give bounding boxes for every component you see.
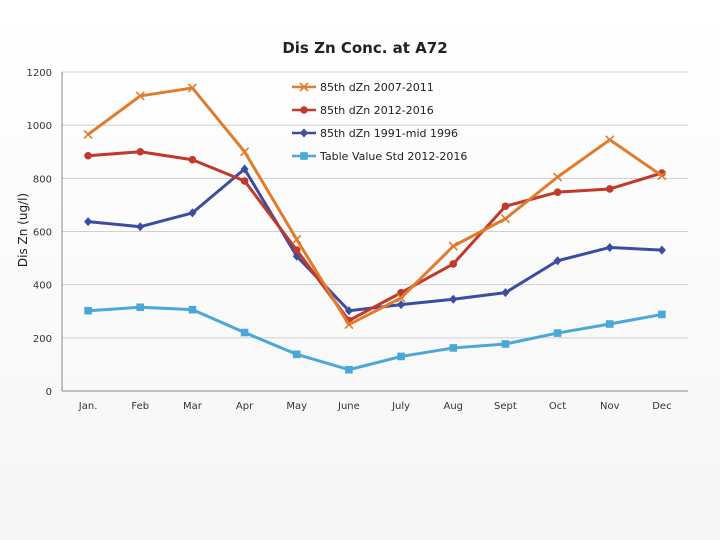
series-line — [87, 305, 663, 372]
x-tick-label: Oct — [549, 401, 566, 412]
data-point — [292, 234, 302, 245]
data-point — [292, 350, 301, 359]
data-point — [187, 83, 197, 93]
y-tick-label: 200 — [33, 334, 52, 345]
data-point — [344, 306, 353, 316]
data-point — [136, 303, 145, 312]
legend-item-4: Table Value Std 2012-2016 — [292, 150, 467, 163]
series-line — [87, 86, 663, 327]
data-point — [657, 171, 667, 181]
data-point — [501, 288, 510, 298]
data-point — [501, 340, 510, 348]
chart-title: Dis Zn Conc. at A72 — [282, 39, 447, 57]
data-point — [345, 365, 353, 374]
data-point — [553, 188, 562, 196]
data-point — [83, 129, 93, 140]
x-tick-label: Jan. — [78, 401, 98, 412]
data-point — [300, 152, 308, 160]
x-tick-label: July — [391, 401, 410, 412]
data-point — [605, 185, 614, 193]
data-point — [605, 242, 614, 252]
data-point — [344, 319, 354, 330]
y-tick-label: 1000 — [27, 121, 52, 132]
data-point — [657, 245, 666, 255]
series-4 — [84, 303, 666, 374]
x-tick-label: Apr — [236, 401, 254, 412]
data-point — [188, 305, 197, 314]
data-point — [84, 217, 93, 227]
data-point — [240, 147, 250, 157]
series-lines — [83, 83, 667, 374]
legend-item-1: 85th dZn 2007-2011 — [292, 81, 434, 94]
data-point — [553, 256, 562, 266]
x-tick-label: Nov — [600, 401, 620, 412]
series-line — [87, 150, 663, 323]
series-3 — [84, 164, 666, 316]
y-axis-label: Dis Zn (ug/l) — [16, 193, 30, 267]
data-point — [240, 328, 249, 337]
data-point — [240, 164, 249, 174]
y-tick-label: 400 — [33, 281, 52, 292]
x-tick-label: Feb — [131, 401, 149, 412]
y-tick-label: 0 — [46, 387, 52, 398]
data-point — [240, 177, 249, 185]
x-tick-label: Aug — [443, 401, 463, 412]
data-point — [300, 128, 308, 138]
x-tick-label: Sept — [494, 401, 517, 412]
x-tick-label: Dec — [652, 401, 671, 412]
data-point — [449, 344, 458, 352]
legend-item-2: 85th dZn 2012-2016 — [292, 104, 434, 117]
data-point — [136, 147, 145, 156]
data-point — [449, 260, 458, 268]
data-point — [553, 172, 563, 182]
data-point — [188, 155, 197, 164]
legend-label: 85th dZn 1991-mid 1996 — [320, 127, 458, 140]
legend: 85th dZn 2007-2011 85th dZn 2012-2016 85th… — [292, 81, 467, 163]
data-point — [605, 320, 614, 328]
data-point — [299, 82, 309, 92]
data-point — [136, 222, 145, 232]
legend-label: 85th dZn 2007-2011 — [320, 81, 434, 94]
legend-item-3: 85th dZn 1991-mid 1996 — [292, 127, 458, 140]
data-point — [84, 306, 92, 315]
data-point — [397, 300, 406, 310]
x-tick-label: May — [286, 401, 307, 412]
legend-label: Table Value Std 2012-2016 — [319, 150, 467, 163]
data-point — [84, 151, 92, 160]
x-tick-label: June — [337, 401, 360, 412]
y-tick-label: 600 — [33, 228, 52, 239]
data-point — [135, 91, 145, 101]
data-point — [448, 241, 458, 251]
y-tick-labels: 0 200 400 600 800 1000 1200 — [27, 68, 52, 398]
data-point — [501, 202, 510, 211]
x-tick-label: Mar — [183, 401, 203, 412]
data-point — [553, 329, 562, 337]
gridlines — [62, 71, 688, 339]
data-point — [396, 293, 406, 303]
data-point — [500, 214, 510, 224]
data-point — [449, 294, 458, 304]
legend-label: 85th dZn 2012-2016 — [320, 104, 434, 117]
data-point — [605, 135, 615, 145]
data-point — [658, 310, 666, 319]
y-tick-label: 800 — [33, 174, 52, 185]
data-point — [300, 106, 308, 114]
data-point — [188, 208, 197, 218]
series-2 — [84, 147, 666, 325]
x-tick-labels: Jan. Feb Mar Apr May June July Aug Sept Oct Nov Dec — [78, 401, 672, 412]
data-point — [292, 246, 301, 254]
data-point — [397, 352, 405, 361]
series-1 — [83, 83, 667, 330]
y-tick-label: 1200 — [27, 68, 52, 79]
axes — [61, 72, 688, 392]
